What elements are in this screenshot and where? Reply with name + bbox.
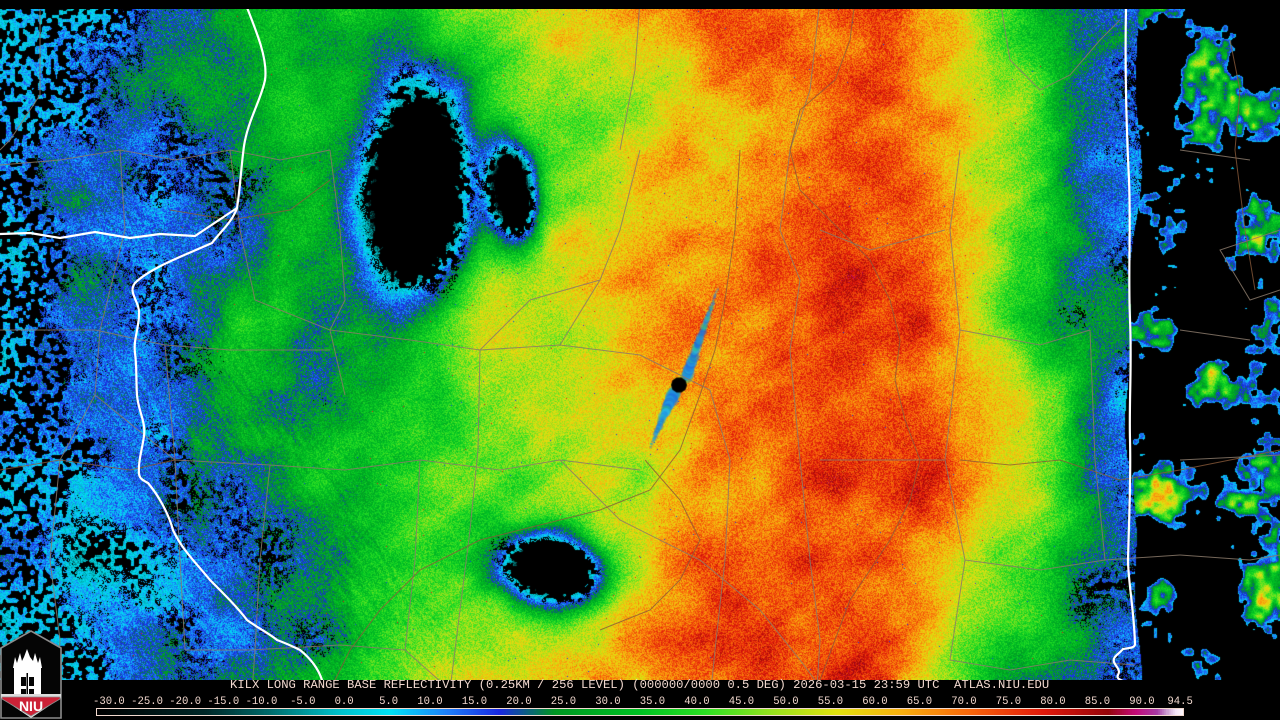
svg-text:NIU: NIU [19, 698, 43, 714]
